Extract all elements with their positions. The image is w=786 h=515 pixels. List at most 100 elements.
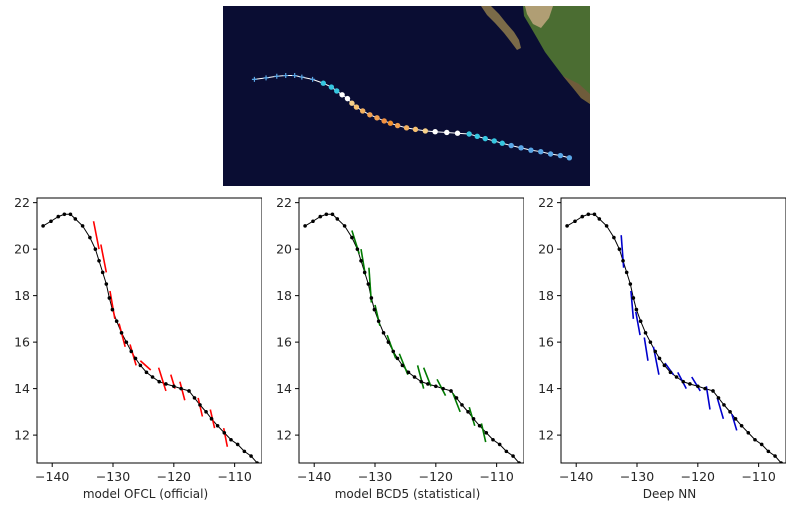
best-track-point [497, 442, 502, 447]
forecast-segment [157, 367, 167, 392]
best-track-point [386, 340, 391, 344]
best-track-point [114, 319, 119, 324]
x-tick-label: −110 [741, 469, 775, 484]
land-mainland-coast [563, 76, 590, 104]
plot-area [36, 197, 262, 464]
y-tick-label: 20 [538, 242, 554, 257]
best-track-point [703, 386, 707, 391]
best-track-point [303, 224, 307, 228]
best-track-point [434, 384, 438, 389]
x-tick-label: −120 [157, 469, 191, 484]
forecast-segment [416, 365, 425, 389]
chart-panel-ofcl: 12 14 16 18 20 22 −140 −130 −120 −110 model OFCL (… [14, 195, 262, 501]
best-track-point [766, 449, 771, 454]
map-track-point [491, 138, 497, 144]
best-track-point [372, 307, 377, 312]
series-group [565, 212, 783, 463]
best-track-point [119, 331, 124, 335]
forecast-segment [386, 334, 397, 359]
best-track-point [249, 454, 253, 458]
map-track-point [422, 128, 429, 134]
map-track-point [403, 125, 410, 131]
best-track-point [739, 424, 744, 428]
best-track-point [342, 224, 347, 228]
series-group [303, 212, 521, 463]
y-tick-label: 22 [276, 195, 292, 210]
plot-area [560, 197, 786, 464]
y-tick-label: 20 [14, 242, 30, 257]
best-track-point [97, 258, 101, 263]
x-tick-label: −140 [297, 469, 331, 484]
forecast-segment [436, 378, 447, 396]
best-track-point [400, 363, 405, 368]
best-track-point [350, 235, 354, 240]
best-track-point [504, 449, 509, 454]
best-track-point [643, 331, 648, 335]
best-track-point [573, 219, 577, 224]
best-track-point [681, 379, 686, 384]
best-track-point [366, 282, 371, 286]
series-group [41, 212, 259, 463]
forecast-segment [179, 381, 186, 401]
best-track-point [779, 461, 783, 463]
best-track-point [753, 437, 757, 442]
best-track-point [204, 410, 208, 414]
best-track-point [722, 403, 726, 407]
y-tick-label: 16 [538, 335, 554, 350]
x-tick-label: −120 [419, 469, 453, 484]
best-track-point [648, 340, 653, 344]
y-tick-label: 22 [14, 195, 30, 210]
x-tick-label: −130 [358, 469, 392, 484]
best-track-point [716, 396, 721, 400]
best-track-point [628, 282, 633, 286]
best-track-point [668, 370, 673, 375]
forecast-segment [360, 249, 367, 275]
best-track-point [746, 430, 751, 435]
map-track-point [274, 73, 280, 79]
x-tick-label: −120 [681, 469, 715, 484]
best-track-point [330, 212, 335, 217]
best-track-point [222, 430, 227, 435]
best-track-point [441, 386, 445, 391]
map-track-point [466, 131, 472, 137]
y-tick-label: 14 [538, 381, 554, 396]
best-track-point [477, 424, 482, 428]
best-track-point [179, 386, 183, 391]
best-track-point [110, 307, 115, 312]
map-track-point [367, 112, 373, 118]
x-tick-label: −140 [559, 469, 593, 484]
forecast-segment [716, 397, 725, 420]
map-track-point [344, 95, 351, 102]
forecast-segment [197, 397, 204, 417]
y-tick-label: 22 [538, 195, 554, 210]
best-track-point [138, 363, 143, 368]
best-track-point [484, 430, 489, 435]
y-tick-label: 14 [14, 381, 30, 396]
forecast-segment [422, 367, 432, 387]
y-tick-label: 18 [538, 288, 554, 303]
map-track-point [474, 133, 480, 140]
best-track-point [107, 296, 112, 300]
best-track-point [381, 331, 386, 335]
map-track-point [528, 147, 534, 153]
chart-panel-deep-nn: 12 14 16 18 20 22 −140 −130 −120 −110 Deep NN [538, 195, 786, 501]
best-track-point [773, 454, 777, 458]
map-track-point [263, 75, 269, 81]
x-axis-label: model BCD5 (statistical) [335, 487, 481, 501]
best-track-point [93, 247, 98, 251]
forecast-segment [468, 406, 476, 427]
forecast-segment [731, 413, 738, 431]
best-track-point [617, 247, 622, 251]
y-tick-label: 12 [538, 428, 554, 443]
satellite-track-map [223, 6, 590, 186]
land-baja-california [481, 6, 521, 50]
best-track-point [172, 384, 176, 389]
best-track-point [198, 403, 202, 407]
best-track-point [164, 382, 168, 386]
best-track-point [511, 454, 515, 458]
forecast-segment [691, 376, 701, 392]
x-tick-label: −110 [479, 469, 513, 484]
best-track-point [419, 379, 424, 384]
best-track-point [426, 382, 430, 386]
map-track-point [566, 155, 573, 161]
